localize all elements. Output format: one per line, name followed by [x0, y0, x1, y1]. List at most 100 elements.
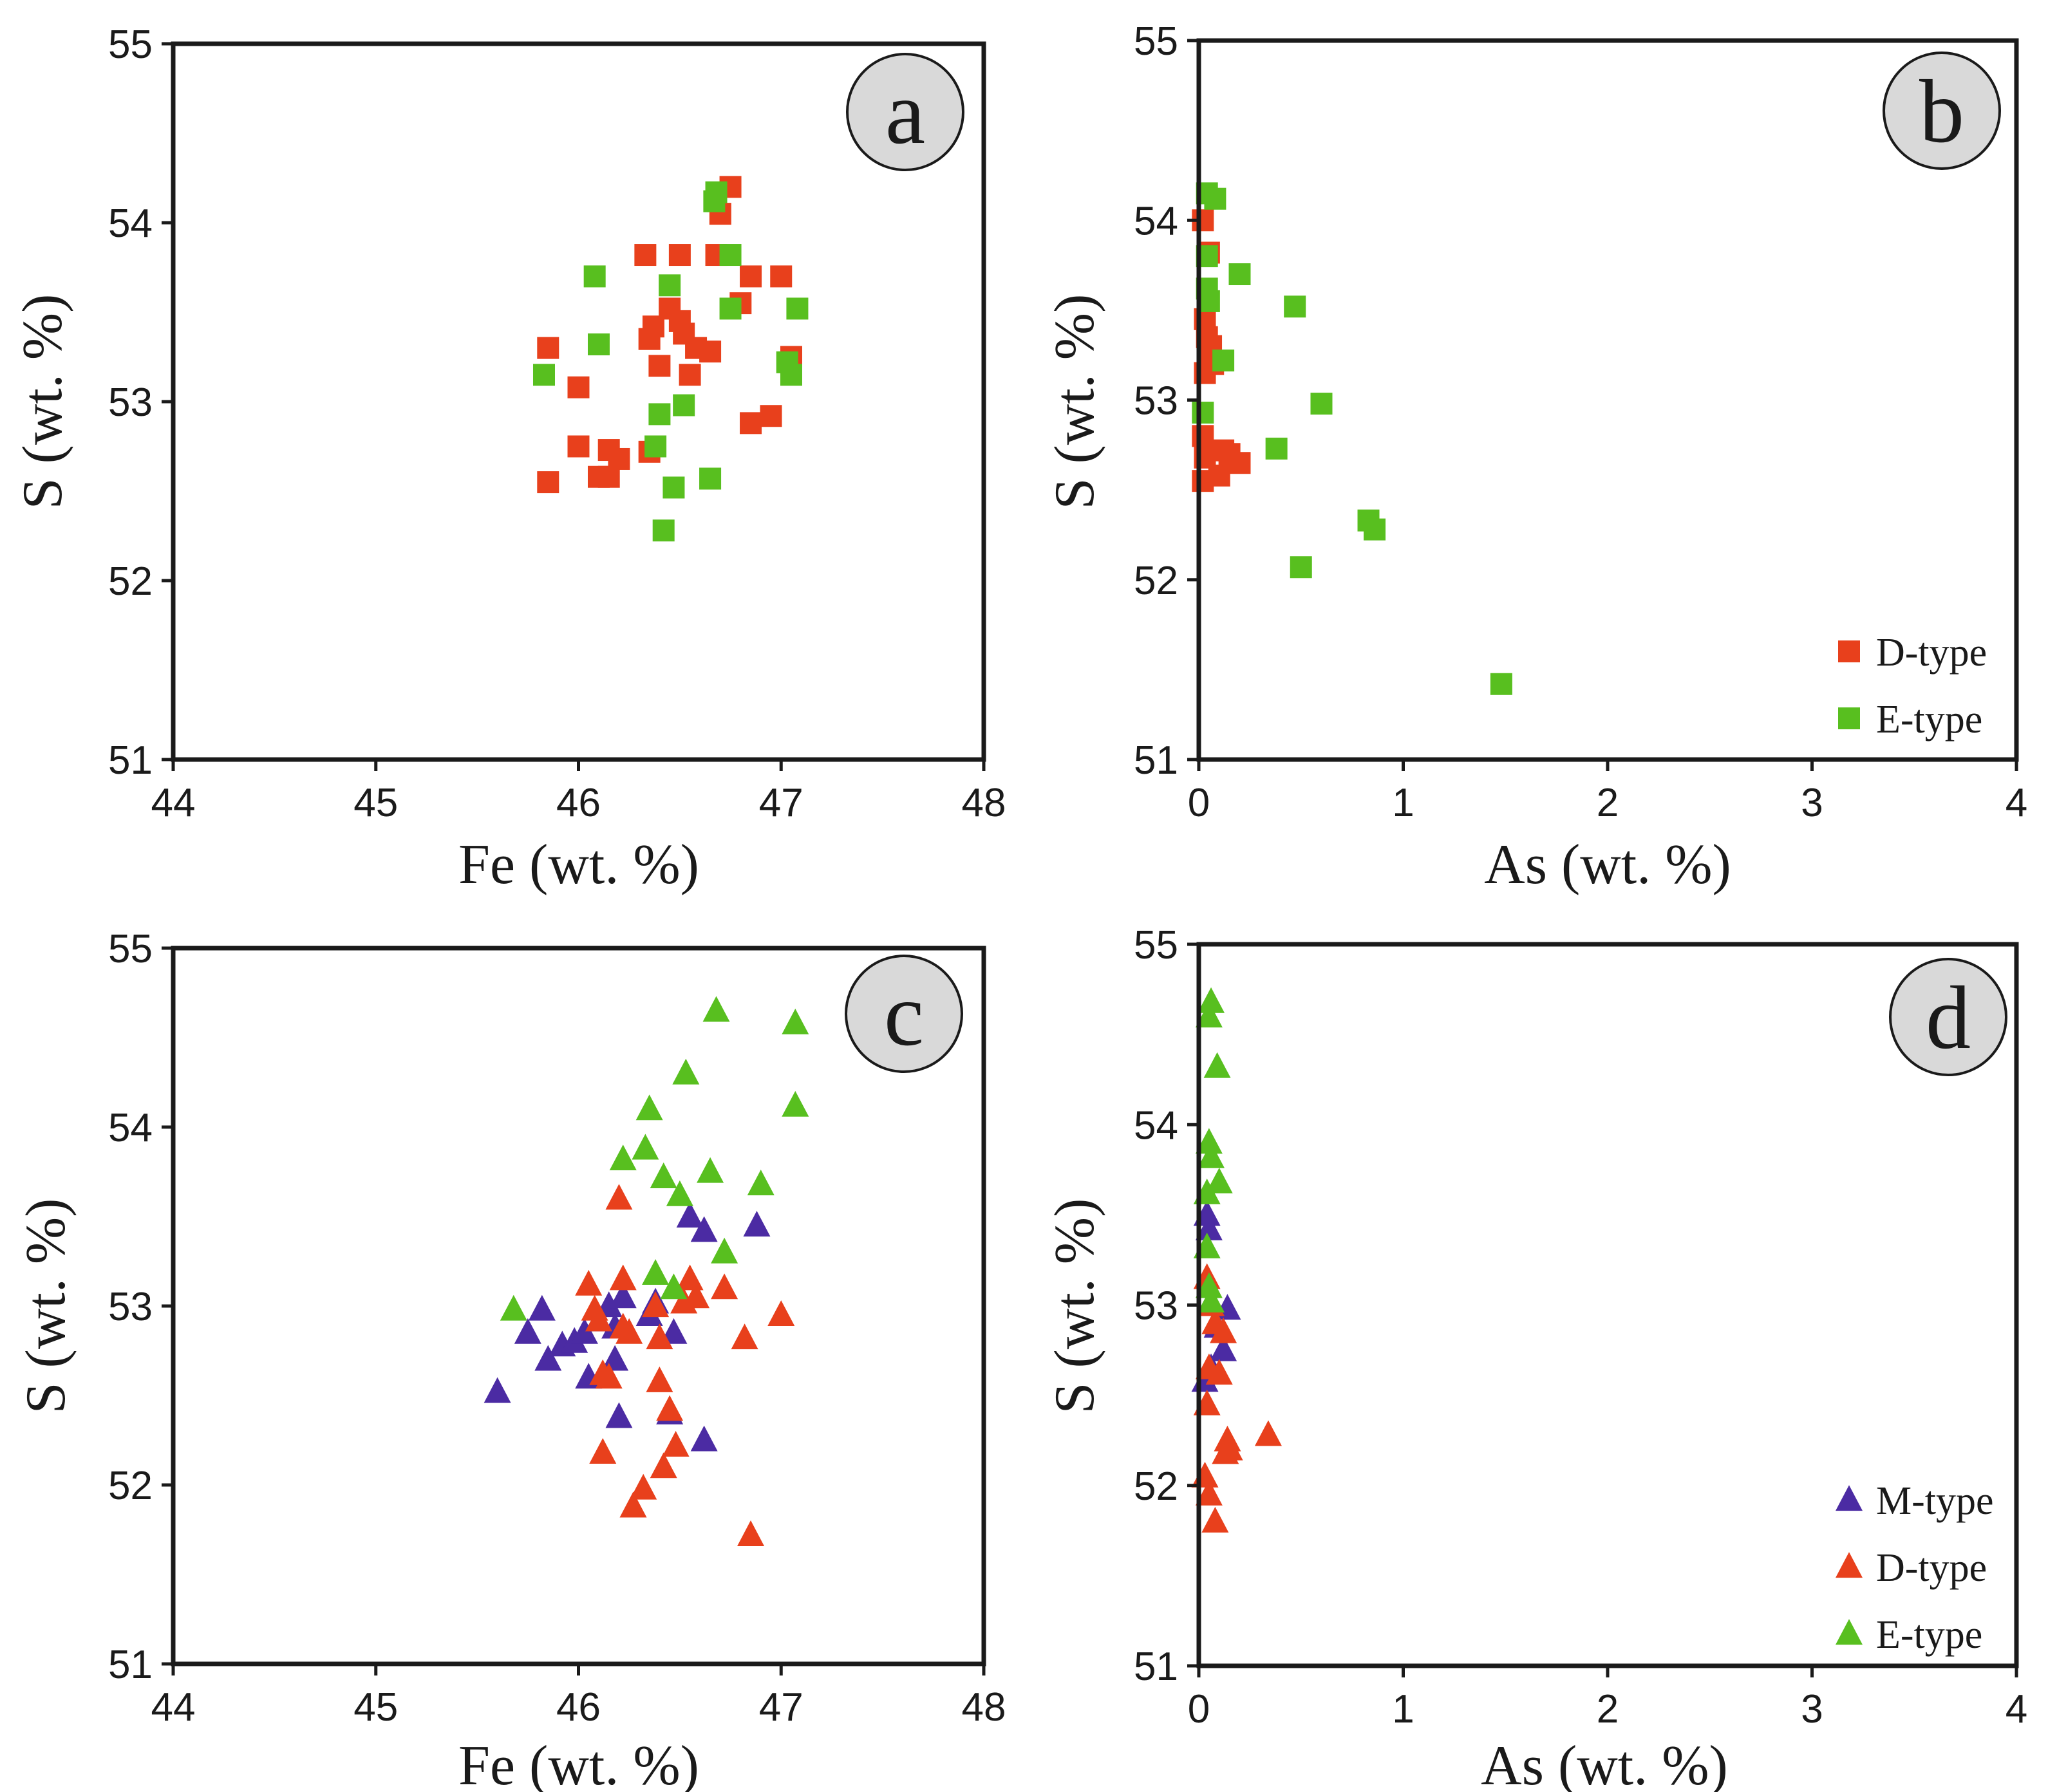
- panel-c-e-type-point: [609, 1144, 637, 1171]
- panel-d-badge: d: [1889, 958, 2007, 1076]
- legend-m-type-marker: [1836, 1485, 1863, 1511]
- panel-a-d-type-point: [608, 447, 630, 470]
- panel-a-y-tick-label: 52: [108, 559, 153, 604]
- panel-c-d-type-point: [605, 1184, 633, 1210]
- panel-b-points: [1192, 182, 1512, 695]
- panel-d-legend: M-type D-type E-type: [1836, 1479, 1994, 1657]
- panel-b-e-type-point: [1364, 518, 1386, 541]
- panel-b-x-tick-label: 0: [1188, 781, 1210, 825]
- panel-c-x-tick-label: 46: [556, 1685, 601, 1730]
- panel-b-x-tick-label: 1: [1392, 781, 1414, 825]
- panel-c-ticks: 44 45 46 47 48 51 52 53 54 55: [108, 927, 1006, 1730]
- panel-c-badge-circle: [845, 955, 963, 1073]
- panel-c-e-type-point: [660, 1273, 688, 1300]
- panel-d-m-type-point: [1210, 1335, 1237, 1361]
- panel-a-ticks: 44 45 46 47 48 51 52 53 54 55: [108, 23, 1006, 825]
- legend-d-type-label: D-type: [1876, 1546, 1987, 1590]
- panel-c-d-type-point: [656, 1395, 684, 1421]
- panel-b-e-type-point: [1204, 187, 1226, 210]
- panel-c-points: [484, 996, 809, 1546]
- panel-a-d-type-point: [537, 471, 559, 494]
- legend-m-type-label: M-type: [1876, 1479, 1994, 1523]
- panel-c-e-type-point: [635, 1094, 663, 1121]
- panel-c-y-axis-title: S (wt. %): [15, 1199, 77, 1414]
- panel-b-d-type-point: [1192, 470, 1214, 492]
- panel-a-e-type-point: [780, 364, 802, 386]
- panel-d: 0 1 2 3 4 51 52 53 54 55 d M-type D-type E-type As …: [1044, 923, 2027, 1792]
- panel-a-e-type-point: [648, 403, 671, 425]
- panel-c-m-type-point: [570, 1318, 598, 1344]
- panel-d-e-type-point: [1195, 1128, 1223, 1154]
- panel-d-d-type-point: [1205, 1359, 1233, 1385]
- panel-a-x-tick-label: 47: [759, 781, 803, 825]
- panel-a-d-type-point: [740, 412, 762, 434]
- panel-c-e-type-point: [782, 1090, 809, 1117]
- panel-c-d-type-point: [609, 1264, 637, 1291]
- panel-b-y-axis-title: S (wt. %): [1044, 294, 1106, 510]
- panel-b-e-type-point: [1212, 350, 1235, 372]
- panel-c-d-type-point: [682, 1282, 710, 1309]
- panel-a-d-type-point: [770, 265, 793, 288]
- panel-d-d-type-point: [1191, 1461, 1219, 1488]
- panel-b-x-tick-label: 4: [2006, 781, 2027, 825]
- panel-b-e-type-point: [1198, 290, 1220, 312]
- panel-c-y-tick-label: 53: [108, 1285, 153, 1329]
- panel-c-e-type-point: [747, 1170, 775, 1196]
- panel-b-legend: D-type E-type: [1838, 631, 1987, 742]
- panel-a-e-type-point: [673, 394, 695, 416]
- panel-a-d-type-point: [634, 244, 657, 266]
- panel-d-e-type-point: [1198, 1142, 1225, 1168]
- panel-a-e-type-point: [662, 476, 685, 499]
- panel-b-x-tick-label: 2: [1597, 781, 1619, 825]
- panel-d-ticks: 0 1 2 3 4 51 52 53 54 55: [1134, 923, 2027, 1731]
- panel-c-d-type-point: [630, 1473, 657, 1500]
- panel-a-y-tick-label: 51: [108, 738, 153, 783]
- panel-a-e-type-point: [583, 265, 606, 288]
- panel-a-e-type-point: [719, 244, 742, 266]
- panel-c-d-type-point: [737, 1520, 765, 1546]
- panel-a-d-type-point: [699, 341, 722, 363]
- panel-a-badge: a: [846, 53, 964, 171]
- panel-d-y-tick-label: 54: [1134, 1103, 1178, 1148]
- panel-b-y-tick-label: 52: [1134, 559, 1178, 603]
- panel-a-d-type-point: [567, 376, 590, 398]
- panel-c-d-type-point: [585, 1305, 612, 1332]
- panel-c-x-tick-label: 47: [759, 1685, 803, 1730]
- panel-a-d-type-point: [537, 337, 559, 359]
- panel-b-d-type-point: [1192, 425, 1214, 447]
- panel-a-e-type-point: [532, 364, 555, 386]
- panel-a-x-tick-label: 44: [151, 781, 196, 825]
- panel-a-x-tick-label: 45: [353, 781, 398, 825]
- panel-c-d-type-point: [646, 1366, 673, 1392]
- panel-b-d-type-point: [1228, 452, 1251, 474]
- panel-c-d-type-point: [589, 1438, 617, 1464]
- panel-d-x-tick-label: 3: [1801, 1687, 1823, 1731]
- panel-c-y-tick-label: 51: [108, 1643, 153, 1687]
- panel-b-ticks: 0 1 2 3 4 51 52 53 54 55: [1134, 19, 2027, 825]
- panel-b-badge-circle: [1883, 51, 2001, 170]
- panel-c-badge: c: [845, 955, 963, 1073]
- panel-b-y-tick-label: 55: [1134, 19, 1178, 64]
- panel-c: 44 45 46 47 48 51 52 53 54 55 c Fe (wt. %) S (wt.…: [15, 927, 1006, 1792]
- panel-c-d-type-point: [767, 1300, 795, 1326]
- legend-d-type-marker: [1836, 1552, 1863, 1578]
- panel-b-y-tick-label: 53: [1134, 379, 1178, 424]
- panel-c-m-type-point: [690, 1425, 718, 1451]
- panel-c-e-type-point: [711, 1237, 738, 1264]
- panel-c-x-tick-label: 44: [151, 1685, 196, 1730]
- panel-c-m-type-point: [528, 1294, 556, 1321]
- panel-c-m-type-point: [676, 1202, 704, 1228]
- legend-e-type-label: E-type: [1876, 698, 1982, 742]
- legend-d-type-label: D-type: [1876, 631, 1987, 675]
- panel-c-d-type-point: [650, 1452, 677, 1479]
- panel-d-x-tick-label: 1: [1392, 1687, 1414, 1731]
- panel-a-y-axis-title: S (wt. %): [12, 294, 74, 510]
- panel-c-d-type-point: [595, 1363, 623, 1389]
- panel-c-e-type-point: [672, 1058, 700, 1085]
- panel-c-d-type-point: [662, 1431, 690, 1457]
- panel-a-points: [532, 176, 809, 542]
- panel-c-e-type-point: [666, 1180, 693, 1206]
- panel-a: 44 45 46 47 48 51 52 53 54 55 a Fe (wt. %) S (wt.…: [12, 23, 1006, 896]
- panel-b-x-tick-label: 3: [1801, 781, 1823, 825]
- panel-d-y-tick-label: 53: [1134, 1284, 1178, 1329]
